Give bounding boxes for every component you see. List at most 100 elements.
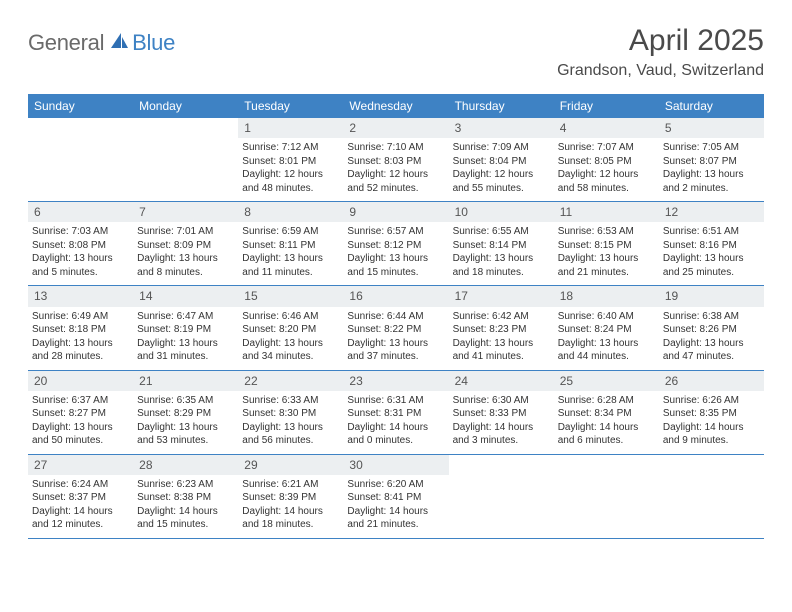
weekday-header: Monday — [133, 94, 238, 118]
calendar-day: 10Sunrise: 6:55 AMSunset: 8:14 PMDayligh… — [449, 202, 554, 285]
calendar-week: 6 Sunrise: 7:03 AMSunset: 8:08 PM Daylight… — [28, 202, 764, 286]
daylight-text: Daylight: 13 hours and 25 minutes. — [663, 252, 760, 279]
day-number: 25 — [554, 371, 659, 391]
header: General Blue April 2025 Grandson, Vaud, … — [28, 24, 764, 80]
sunrise-text: Sunrise: 7:05 AM — [663, 141, 760, 155]
calendar-day: 26 Sunrise: 6:26 AMSunset: 8:35 PMDayligh… — [659, 371, 764, 454]
day-number: 6 — [28, 202, 133, 222]
daylight-text: Daylight: 14 hours and 6 minutes. — [558, 421, 655, 448]
calendar-day: 1 Sunrise: 7:12 AMSunset: 8:01 PMDaylight… — [238, 118, 343, 201]
sunset-text: Sunset: 8:16 PM — [663, 239, 760, 253]
calendar-day: 25Sunrise: 6:28 AMSunset: 8:34 PMDayligh… — [554, 371, 659, 454]
sunrise-text: Sunrise: 6:38 AM — [663, 310, 760, 324]
sunset-text: Sunset: 8:14 PM — [453, 239, 550, 253]
calendar-body: 1Sunrise: 7:12 AMSunset: 8:01 PMDaylight… — [28, 118, 764, 539]
month-title: April 2025 — [557, 24, 764, 58]
sunset-text: Sunset: 8:15 PM — [558, 239, 655, 253]
sunrise-text: Sunrise: 6:30 AM — [453, 394, 550, 408]
day-number: 13 — [28, 286, 133, 306]
day-number: 29 — [238, 455, 343, 475]
sunrise-text: Sunrise: 6:31 AM — [347, 394, 444, 408]
daylight-text: Daylight: 12 hours and 58 minutes. — [558, 168, 655, 195]
daylight-text: Daylight: 14 hours and 15 minutes. — [137, 505, 234, 532]
calendar-day: 16Sunrise: 6:44 AMSunset: 8:22 PMDayligh… — [343, 286, 448, 369]
calendar-day: 5Sunrise: 7:05 AMSunset: 8:07 PMDaylight… — [659, 118, 764, 201]
calendar-week: 20Sunrise: 6:37 AMSunset: 8:27 PMDayligh… — [28, 371, 764, 455]
sunrise-text: Sunrise: 6:23 AM — [137, 478, 234, 492]
sunrise-text: Sunrise: 6:57 AM — [347, 225, 444, 239]
sunset-text: Sunset: 8:23 PM — [453, 323, 550, 337]
day-number: 4 — [554, 118, 659, 138]
sunrise-text: Sunrise: 7:03 AM — [32, 225, 129, 239]
day-number: 14 — [133, 286, 238, 306]
sunrise-text: Sunrise: 6:35 AM — [137, 394, 234, 408]
daylight-text: Daylight: 12 hours and 48 minutes. — [242, 168, 339, 195]
daylight-text: Daylight: 14 hours and 9 minutes. — [663, 421, 760, 448]
daylight-text: Daylight: 14 hours and 0 minutes. — [347, 421, 444, 448]
logo-text-left: General — [28, 30, 104, 56]
day-number: 3 — [449, 118, 554, 138]
weekday-header: Thursday — [449, 94, 554, 118]
calendar-day: 14Sunrise: 6:47 AMSunset: 8:19 PMDayligh… — [133, 286, 238, 369]
sunset-text: Sunset: 8:19 PM — [137, 323, 234, 337]
sunset-text: Sunset: 8:39 PM — [242, 491, 339, 505]
sunset-text: Sunset: 8:08 PM — [32, 239, 129, 253]
sunrise-text: Sunrise: 6:46 AM — [242, 310, 339, 324]
daylight-text: Daylight: 13 hours and 21 minutes. — [558, 252, 655, 279]
sunset-text: Sunset: 8:04 PM — [453, 155, 550, 169]
title-block: April 2025 Grandson, Vaud, Switzerland — [557, 24, 764, 80]
sunset-text: Sunset: 8:38 PM — [137, 491, 234, 505]
calendar-day: 9Sunrise: 6:57 AMSunset: 8:12 PMDaylight… — [343, 202, 448, 285]
calendar-day: 13Sunrise: 6:49 AMSunset: 8:18 PMDayligh… — [28, 286, 133, 369]
sunset-text: Sunset: 8:24 PM — [558, 323, 655, 337]
weekday-header: Friday — [554, 94, 659, 118]
calendar-day: 27Sunrise: 6:24 AMSunset: 8:37 PMDayligh… — [28, 455, 133, 538]
sunset-text: Sunset: 8:29 PM — [137, 407, 234, 421]
calendar-day: 15Sunrise: 6:46 AMSunset: 8:20 PMDayligh… — [238, 286, 343, 369]
day-number: 10 — [449, 202, 554, 222]
weekday-header: Saturday — [659, 94, 764, 118]
sunrise-text: Sunrise: 6:42 AM — [453, 310, 550, 324]
calendar-day: 24Sunrise: 6:30 AMSunset: 8:33 PMDayligh… — [449, 371, 554, 454]
daylight-text: Daylight: 13 hours and 50 minutes. — [32, 421, 129, 448]
sunrise-text: Sunrise: 6:26 AM — [663, 394, 760, 408]
calendar-day: 19Sunrise: 6:38 AMSunset: 8:26 PMDayligh… — [659, 286, 764, 369]
calendar-day: 3Sunrise: 7:09 AMSunset: 8:04 PMDaylight… — [449, 118, 554, 201]
calendar-day: 11Sunrise: 6:53 AMSunset: 8:15 PMDayligh… — [554, 202, 659, 285]
calendar-day: 21Sunrise: 6:35 AMSunset: 8:29 PMDayligh… — [133, 371, 238, 454]
sunrise-text: Sunrise: 6:55 AM — [453, 225, 550, 239]
weekday-header: Tuesday — [238, 94, 343, 118]
logo: General Blue — [28, 24, 175, 56]
calendar-day: 12Sunrise: 6:51 AMSunset: 8:16 PMDayligh… — [659, 202, 764, 285]
day-number: 5 — [659, 118, 764, 138]
sunset-text: Sunset: 8:01 PM — [242, 155, 339, 169]
calendar-header: Sunday Monday Tuesday Wednesday Thursday… — [28, 94, 764, 118]
day-number: 1 — [238, 118, 343, 138]
sunset-text: Sunset: 8:22 PM — [347, 323, 444, 337]
sunset-text: Sunset: 8:35 PM — [663, 407, 760, 421]
calendar-week: 1Sunrise: 7:12 AMSunset: 8:01 PMDaylight… — [28, 118, 764, 202]
sunset-text: Sunset: 8:41 PM — [347, 491, 444, 505]
daylight-text: Daylight: 13 hours and 11 minutes. — [242, 252, 339, 279]
calendar-day: 6Sunrise: 7:03 AMSunset: 8:08 PMDaylight… — [28, 202, 133, 285]
daylight-text: Daylight: 14 hours and 12 minutes. — [32, 505, 129, 532]
day-number: 16 — [343, 286, 448, 306]
day-number: 15 — [238, 286, 343, 306]
daylight-text: Daylight: 13 hours and 15 minutes. — [347, 252, 444, 279]
calendar-day: 18Sunrise: 6:40 AMSunset: 8:24 PMDayligh… — [554, 286, 659, 369]
sunrise-text: Sunrise: 7:10 AM — [347, 141, 444, 155]
calendar-day: 22Sunrise: 6:33 AMSunset: 8:30 PMDayligh… — [238, 371, 343, 454]
sunset-text: Sunset: 8:05 PM — [558, 155, 655, 169]
day-number: 11 — [554, 202, 659, 222]
day-number: 24 — [449, 371, 554, 391]
day-number: 9 — [343, 202, 448, 222]
sunrise-text: Sunrise: 6:44 AM — [347, 310, 444, 324]
sunrise-text: Sunrise: 6:47 AM — [137, 310, 234, 324]
daylight-text: Daylight: 14 hours and 21 minutes. — [347, 505, 444, 532]
day-number: 26 — [659, 371, 764, 391]
day-number: 18 — [554, 286, 659, 306]
calendar-day: 23Sunrise: 6:31 AMSunset: 8:31 PMDayligh… — [343, 371, 448, 454]
sunset-text: Sunset: 8:09 PM — [137, 239, 234, 253]
sunrise-text: Sunrise: 7:12 AM — [242, 141, 339, 155]
daylight-text: Daylight: 13 hours and 8 minutes. — [137, 252, 234, 279]
